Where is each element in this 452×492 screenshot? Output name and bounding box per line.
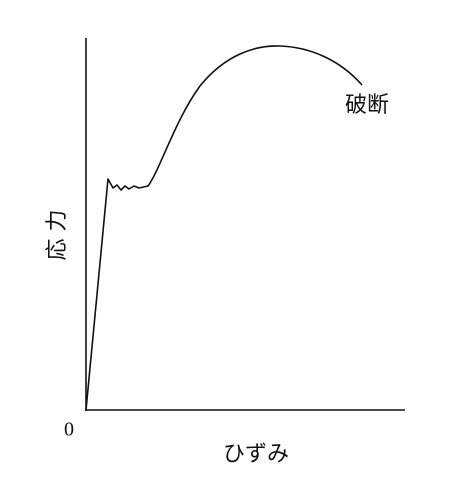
stress-strain-curve <box>85 45 363 411</box>
fracture-label: 破断 <box>345 93 389 118</box>
origin-label: 0 <box>64 419 74 441</box>
y-axis-label: 応 力 <box>45 210 70 261</box>
x-axis-label: ひずみ <box>223 442 289 467</box>
